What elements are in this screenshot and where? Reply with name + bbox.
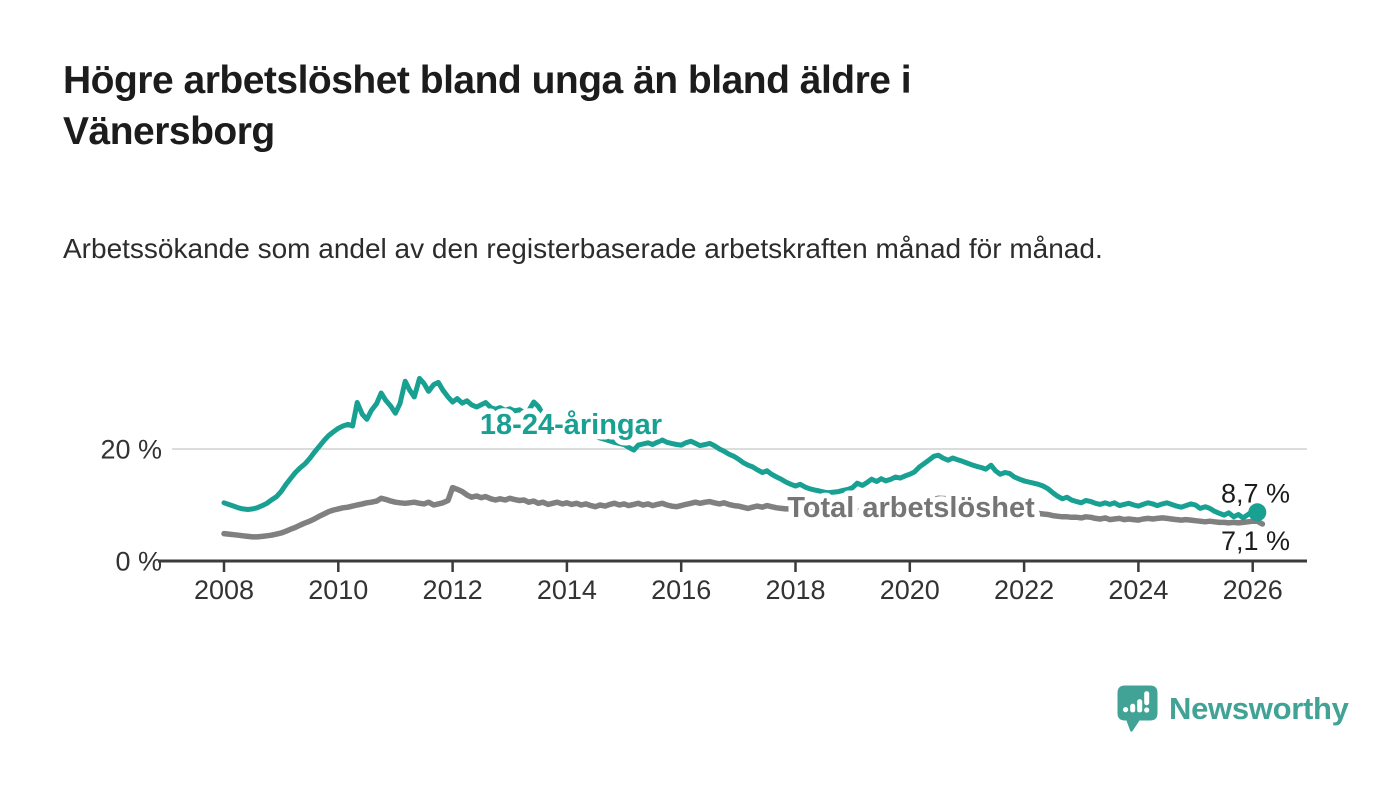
x-tick-label: 2016 <box>651 575 711 605</box>
x-tick-label: 2026 <box>1223 575 1283 605</box>
x-tick-label: 2010 <box>308 575 368 605</box>
newsworthy-icon <box>1117 685 1158 732</box>
x-tick-label: 2024 <box>1108 575 1168 605</box>
bar-chart-bar-tall <box>1137 699 1143 713</box>
series-line-total <box>221 484 1266 540</box>
chart-subtitle: Arbetssökande som andel av den registerb… <box>63 233 1103 264</box>
end-dot-youth <box>1248 503 1267 522</box>
bar-chart-dot <box>1123 707 1129 713</box>
end-value-label-youth: 8,7 % <box>1221 478 1290 508</box>
y-tick-label: 0 % <box>115 547 162 577</box>
x-tick-label: 2014 <box>537 575 597 605</box>
x-tick-label: 2008 <box>194 575 254 605</box>
newsworthy-logo: Newsworthy <box>1117 684 1349 734</box>
exclamation-bar <box>1144 691 1150 706</box>
x-tick-label: 2012 <box>423 575 483 605</box>
x-tick-label: 2018 <box>765 575 825 605</box>
y-tick-label: 20 % <box>100 435 162 465</box>
newsworthy-wordmark: Newsworthy <box>1169 691 1349 726</box>
end-value-label-total: 7,1 % <box>1221 526 1290 556</box>
x-tick-label: 2020 <box>880 575 940 605</box>
series-label-youth: 18-24-åringar <box>480 409 662 441</box>
bar-chart-bar-small <box>1130 703 1136 713</box>
series-label-total: Total arbetslöshet <box>787 492 1035 524</box>
exclamation-dot <box>1144 707 1150 713</box>
series-line-youth <box>221 375 1260 521</box>
x-tick-label: 2022 <box>994 575 1054 605</box>
chart-title: Högre arbetslöshet bland unga än bland ä… <box>63 59 912 153</box>
